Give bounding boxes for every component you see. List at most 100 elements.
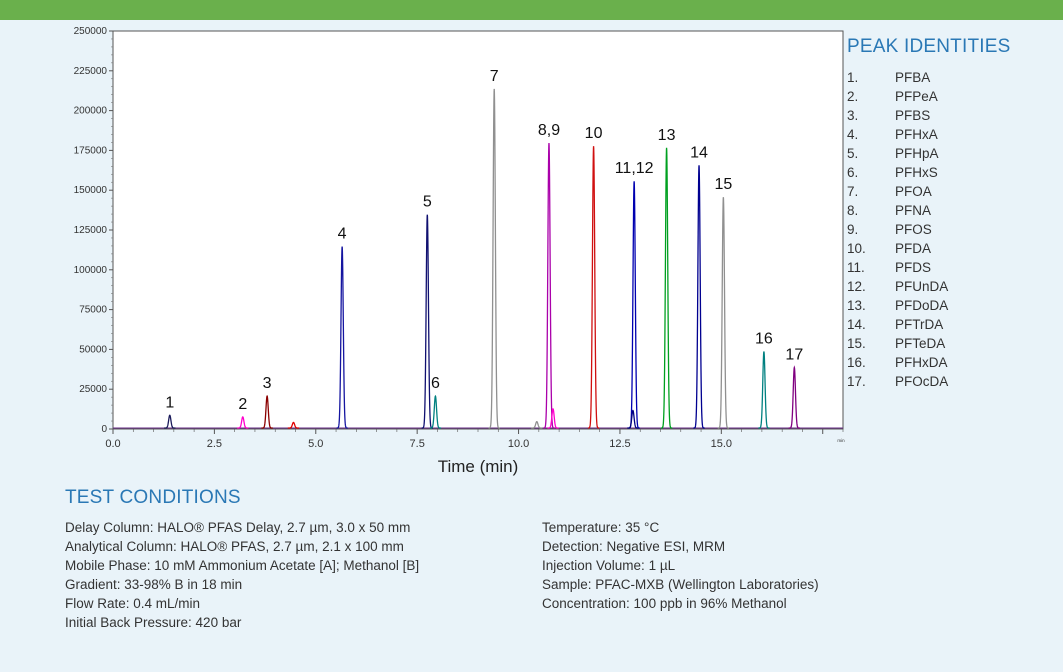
x-axis: 0.0 2.5 5.0 7.5 10.0 12.5 15.0 min xyxy=(105,429,845,450)
test-condition-line: Analytical Column: HALO® PFAS, 2.7 µm, 2… xyxy=(65,539,404,554)
peak-trace xyxy=(758,351,770,429)
peak-identity-number: 2. xyxy=(847,89,859,104)
peak-identity-number: 1. xyxy=(847,70,859,85)
peak-identity-name: PFDoDA xyxy=(895,298,949,313)
y-tick-label: 25000 xyxy=(79,384,107,395)
peak-identity-number: 10. xyxy=(847,241,866,256)
y-tick-label: 175000 xyxy=(74,145,108,156)
peak-label: 6 xyxy=(431,375,440,392)
peak-identity-name: PFHxS xyxy=(895,165,938,180)
peak-identity-number: 16. xyxy=(847,355,866,370)
plot-area xyxy=(112,30,844,430)
peak-identity-number: 4. xyxy=(847,127,859,142)
peak-trace xyxy=(164,414,176,429)
peak-identity-number: 6. xyxy=(847,165,859,180)
test-condition-line: Concentration: 100 ppb in 96% Methanol xyxy=(542,596,787,611)
peak-identity-number: 12. xyxy=(847,279,866,294)
peak-label: 8,9 xyxy=(538,122,560,139)
y-axis: 0 25000 50000 75000 100000 125000 150000 175000… xyxy=(74,26,113,435)
peak-identity-item: 9. PFOS xyxy=(847,220,948,239)
peak-trace xyxy=(547,407,559,429)
test-condition-line: Mobile Phase: 10 mM Ammonium Acetate [A]… xyxy=(65,558,420,573)
x-axis-unit-label: min xyxy=(837,438,845,443)
peak-identities-title: PEAK IDENTITIES xyxy=(847,36,1011,57)
peak-identity-name: PFHpA xyxy=(895,146,939,161)
test-condition-line: Delay Column: HALO® PFAS Delay, 2.7 µm, … xyxy=(65,520,411,535)
peak-identity-number: 11. xyxy=(847,260,865,275)
peak-identity-name: PFNA xyxy=(895,203,932,218)
peak-identity-name: PFPeA xyxy=(895,89,938,104)
peak-identities-list: 1. PFBA 2. PFPeA 3. PFBS 4. PFHxA 5. PFHpA 6. PFHxS… xyxy=(847,68,948,391)
peak-identity-name: PFHxA xyxy=(895,127,938,142)
chromatogram-traces xyxy=(113,88,843,429)
test-conditions-right: Temperature: 35 °C Detection: Negative ES… xyxy=(542,518,819,613)
x-tick-label: 7.5 xyxy=(410,438,425,450)
peak-identity-name: PFTeDA xyxy=(895,336,946,351)
peak-label: 14 xyxy=(690,144,708,161)
peak-label: 17 xyxy=(785,347,803,364)
chromatogram-chart: 0 25000 50000 75000 100000 125000 150000 175000… xyxy=(74,26,845,476)
y-tick-label: 225000 xyxy=(74,66,108,77)
peak-identity-number: 14. xyxy=(847,317,866,332)
peak-identity-item: 2. PFPeA xyxy=(847,87,948,106)
y-tick-label: 100000 xyxy=(74,265,108,276)
peak-identity-name: PFOS xyxy=(895,222,932,237)
peak-trace xyxy=(660,147,673,429)
peak-identity-number: 7. xyxy=(847,184,859,199)
peak-trace xyxy=(429,394,442,429)
test-conditions-title: TEST CONDITIONS xyxy=(65,487,241,508)
x-tick-label: 15.0 xyxy=(711,438,732,450)
peak-trace xyxy=(693,165,705,429)
peak-label: 15 xyxy=(714,176,732,193)
peak-identity-item: 5. PFHpA xyxy=(847,144,948,163)
peak-identity-number: 5. xyxy=(847,146,859,161)
peak-identity-name: PFOcDA xyxy=(895,374,949,389)
peak-trace xyxy=(421,214,433,429)
peak-trace xyxy=(287,421,300,429)
peak-identity-number: 13. xyxy=(847,298,866,313)
peak-label: 3 xyxy=(263,375,272,392)
peak-trace xyxy=(531,420,543,429)
y-tick-label: 125000 xyxy=(74,225,108,236)
test-condition-line: Flow Rate: 0.4 mL/min xyxy=(65,596,201,611)
peak-identity-item: 8. PFNA xyxy=(847,201,948,220)
peak-identity-name: PFOA xyxy=(895,184,932,199)
x-tick-label: 5.0 xyxy=(308,438,323,450)
x-axis-title: Time (min) xyxy=(438,457,519,476)
peak-identity-item: 4. PFHxA xyxy=(847,125,948,144)
peak-identity-name: PFDA xyxy=(895,241,932,256)
peak-identity-item: 14. PFTrDA xyxy=(847,315,948,334)
x-tick-label: 10.0 xyxy=(508,438,529,450)
test-condition-line: Initial Back Pressure: 420 bar xyxy=(65,615,242,630)
peak-trace xyxy=(488,88,500,429)
y-tick-label: 200000 xyxy=(74,106,108,117)
y-tick-label: 250000 xyxy=(74,26,108,37)
peak-identity-name: PFHxDA xyxy=(895,355,948,370)
peak-label: 1 xyxy=(165,394,174,411)
peak-label: 11,12 xyxy=(615,160,654,177)
y-tick-label: 150000 xyxy=(74,185,108,196)
x-tick-label: 2.5 xyxy=(207,438,222,450)
peak-identity-item: 16. PFHxDA xyxy=(847,353,948,372)
peak-identity-item: 12. PFUnDA xyxy=(847,277,948,296)
y-tick-label: 0 xyxy=(101,424,107,435)
peak-identity-item: 15. PFTeDA xyxy=(847,334,948,353)
peak-identity-number: 9. xyxy=(847,222,859,237)
test-condition-line: Sample: PFAC-MXB (Wellington Laboratorie… xyxy=(542,577,819,592)
peak-identity-item: 1. PFBA xyxy=(847,68,948,87)
test-conditions-left: Delay Column: HALO® PFAS Delay, 2.7 µm, … xyxy=(65,518,419,632)
peak-identity-item: 3. PFBS xyxy=(847,106,948,125)
peak-trace xyxy=(627,409,639,429)
peak-identity-item: 6. PFHxS xyxy=(847,163,948,182)
peak-trace xyxy=(717,197,730,429)
peak-trace xyxy=(336,246,348,429)
x-tick-label: 0.0 xyxy=(105,438,120,450)
peak-label: 16 xyxy=(755,331,773,348)
peak-identity-item: 10. PFDA xyxy=(847,239,948,258)
peak-trace xyxy=(237,416,249,429)
x-tick-label: 12.5 xyxy=(609,438,630,450)
peak-trace xyxy=(587,146,600,429)
y-tick-label: 75000 xyxy=(79,305,107,316)
peak-identity-number: 17. xyxy=(847,374,866,389)
